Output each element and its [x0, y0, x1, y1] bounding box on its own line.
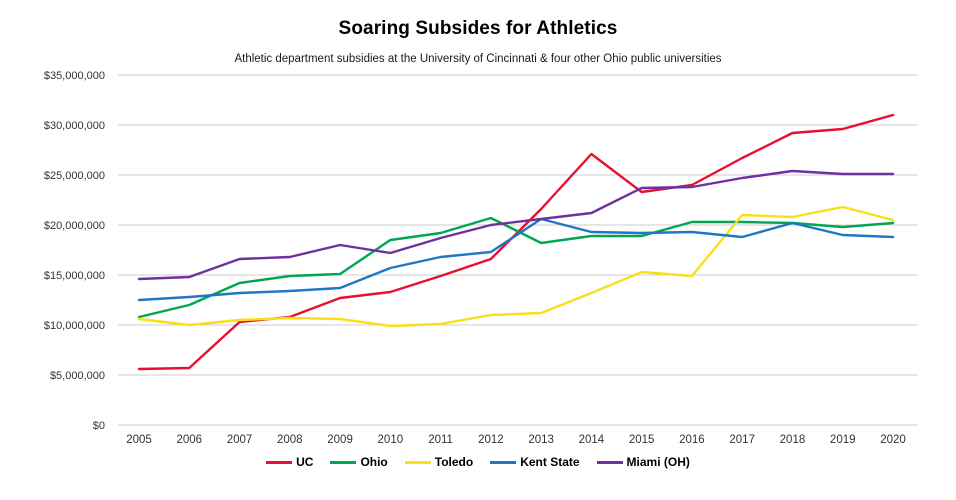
x-axis-tick-label: 2012: [478, 434, 504, 446]
x-axis-tick-label: 2011: [428, 434, 453, 446]
legend-color-swatch: [404, 460, 431, 464]
legend-item-label: Toledo: [434, 455, 474, 469]
legend-item-miami-oh[interactable]: Miami (OH): [596, 455, 690, 469]
x-axis-tick-label: 2006: [176, 434, 202, 446]
y-axis-tick-label: $30,000,000: [44, 120, 105, 132]
y-axis-labels: $35,000,000 $30,000,000 $25,000,000 $20,000…: [44, 70, 105, 432]
legend-item-toledo[interactable]: Toledo: [404, 455, 474, 469]
x-axis-labels: 2005 2006 2007 2008 2009 2010 2011 2012 2013 2014…: [126, 434, 906, 446]
series-line-ohio: [137, 216, 895, 319]
x-axis-tick-label: 2015: [629, 434, 655, 446]
x-axis-tick-label: 2017: [729, 434, 755, 446]
legend-color-swatch: [490, 460, 517, 464]
series-line-uc: [137, 113, 895, 371]
chart-legend: UC Ohio Toledo Kent State Miami (OH): [0, 455, 956, 469]
legend-item-ohio[interactable]: Ohio: [330, 455, 388, 469]
x-axis-tick-label: 2008: [277, 434, 303, 446]
x-axis-tick-label: 2014: [579, 434, 605, 446]
x-axis-tick-label: 2019: [830, 434, 856, 446]
legend-item-uc[interactable]: UC: [266, 455, 313, 469]
legend-item-label: Ohio: [360, 455, 388, 469]
x-axis-tick-label: 2016: [679, 434, 705, 446]
series-line-toledo: [137, 205, 895, 328]
x-axis-tick-label: 2007: [227, 434, 253, 446]
x-axis-tick-label: 2005: [126, 434, 152, 446]
chart-title: Soaring Subsides for Athletics: [338, 18, 618, 39]
y-axis-tick-label: $5,000,000: [50, 370, 105, 382]
y-axis-tick-label: $25,000,000: [44, 170, 105, 182]
gridlines: [118, 74, 917, 426]
legend-item-label: UC: [296, 455, 314, 469]
legend-item-label: Miami (OH): [626, 455, 690, 469]
x-axis-tick-label: 2009: [327, 434, 353, 446]
chart-subtitle: Athletic department subsidies at the Uni…: [234, 53, 722, 65]
series-line-miami-oh: [137, 169, 895, 281]
series-line-kent-state: [137, 217, 895, 302]
y-axis-tick-label: $15,000,000: [44, 270, 105, 282]
x-axis-tick-label: 2010: [378, 434, 404, 446]
legend-color-swatch: [596, 460, 623, 464]
legend-color-swatch: [330, 460, 357, 464]
y-axis-tick-label: $10,000,000: [44, 320, 105, 332]
legend-item-label: Kent State: [520, 455, 580, 469]
x-axis-tick-label: 2020: [880, 434, 906, 446]
y-axis-tick-label: $20,000,000: [44, 220, 105, 232]
y-axis-tick-label: $0: [93, 420, 105, 432]
data-series: [137, 113, 895, 371]
legend-item-kent-state[interactable]: Kent State: [490, 455, 580, 469]
x-axis-tick-label: 2013: [528, 434, 554, 446]
legend-color-swatch: [266, 460, 293, 464]
y-axis-tick-label: $35,000,000: [44, 70, 105, 82]
x-axis-tick-label: 2018: [780, 434, 806, 446]
